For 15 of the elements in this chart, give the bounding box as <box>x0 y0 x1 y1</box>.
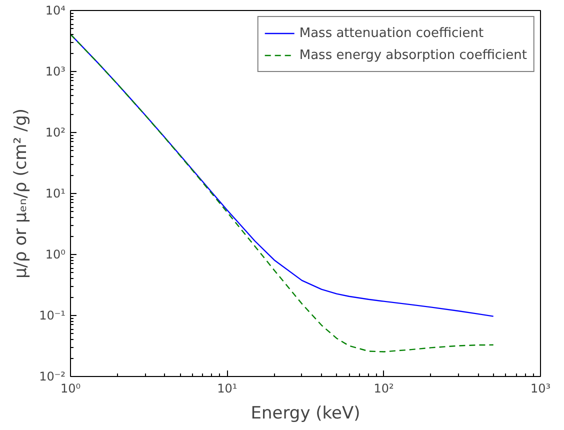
y-tick-label: 10⁻² <box>39 370 66 384</box>
x-tick-label: 10¹ <box>217 382 238 396</box>
y-tick-label: 10⁰ <box>45 248 66 262</box>
x-axis-title: Energy (keV) <box>250 404 360 424</box>
y-tick-label: 10⁴ <box>45 4 66 18</box>
x-tick-label: 10⁰ <box>60 382 81 396</box>
x-tick-label: 10² <box>374 382 394 396</box>
y-axis-title: μ/ρ or μₑₙ/ρ (cm² /g) <box>11 108 32 279</box>
legend-label: Mass energy absorption coefficient <box>299 48 527 62</box>
y-tick-label: 10¹ <box>45 186 66 200</box>
legend-label: Mass attenuation coefficient <box>299 26 484 40</box>
y-tick-label: 10⁻¹ <box>39 308 66 322</box>
x-tick-label: 10³ <box>530 382 551 396</box>
y-tick-label: 10² <box>45 126 66 140</box>
y-tick-label: 10³ <box>45 64 66 78</box>
